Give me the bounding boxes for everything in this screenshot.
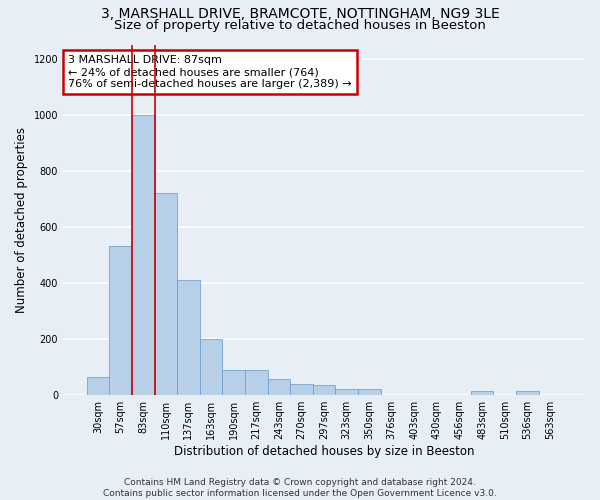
Bar	[155, 194, 177, 394]
Bar	[516, 390, 539, 394]
Text: Contains HM Land Registry data © Crown copyright and database right 2024.
Contai: Contains HM Land Registry data © Crown c…	[103, 478, 497, 498]
Text: 3 MARSHALL DRIVE: 87sqm
← 24% of detached houses are smaller (764)
76% of semi-d: 3 MARSHALL DRIVE: 87sqm ← 24% of detache…	[68, 56, 352, 88]
Bar	[177, 280, 200, 394]
Bar	[313, 385, 335, 394]
X-axis label: Distribution of detached houses by size in Beeston: Distribution of detached houses by size …	[174, 444, 474, 458]
Bar	[245, 370, 268, 394]
Bar	[87, 376, 109, 394]
Bar	[290, 384, 313, 394]
Bar	[268, 380, 290, 394]
Text: 3, MARSHALL DRIVE, BRAMCOTE, NOTTINGHAM, NG9 3LE: 3, MARSHALL DRIVE, BRAMCOTE, NOTTINGHAM,…	[101, 8, 499, 22]
Bar	[223, 370, 245, 394]
Y-axis label: Number of detached properties: Number of detached properties	[15, 127, 28, 313]
Bar	[358, 389, 380, 394]
Text: Size of property relative to detached houses in Beeston: Size of property relative to detached ho…	[114, 19, 486, 32]
Bar	[335, 389, 358, 394]
Bar	[109, 246, 132, 394]
Bar	[132, 115, 155, 394]
Bar	[200, 339, 223, 394]
Bar	[471, 390, 493, 394]
